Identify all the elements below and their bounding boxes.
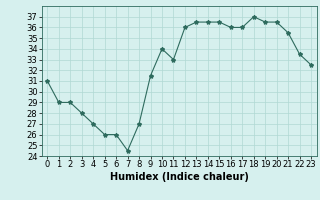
X-axis label: Humidex (Indice chaleur): Humidex (Indice chaleur) bbox=[110, 172, 249, 182]
